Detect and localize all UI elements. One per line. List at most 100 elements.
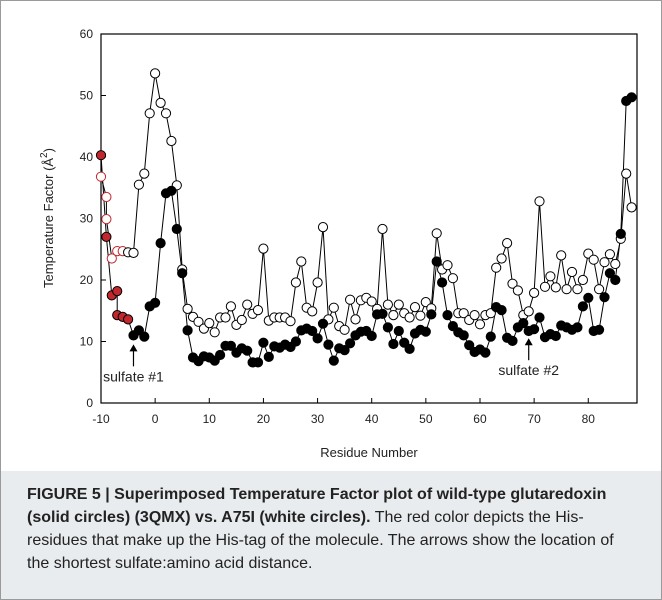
data-point-wild_type	[442, 310, 453, 321]
data-point-wild_type	[610, 274, 621, 286]
data-point-a75i-his-tag	[101, 191, 112, 203]
data-point-wild_type	[594, 324, 605, 335]
data-point-wild_type	[317, 318, 329, 329]
data-point-a75i	[382, 299, 393, 310]
data-point-a75i	[339, 324, 350, 335]
data-point-wild_type-his-tag	[112, 286, 123, 297]
data-point-a75i	[409, 302, 421, 313]
plot-frame	[100, 33, 638, 404]
x-tick-label: 40	[365, 412, 379, 426]
data-point-wild_type	[572, 322, 583, 333]
data-point-wild_type	[225, 340, 236, 351]
caption-box	[1, 471, 661, 599]
data-point-a75i	[209, 327, 220, 338]
data-point-wild_type	[464, 340, 475, 351]
data-point-a75i	[155, 97, 166, 109]
data-point-wild_type	[312, 333, 323, 344]
data-point-a75i	[529, 287, 540, 298]
data-point-wild_type	[420, 326, 431, 337]
data-point-wild_type	[182, 325, 193, 336]
caption-title: Superimposed Temperature Factor plot of …	[27, 486, 607, 526]
data-point-wild_type	[480, 347, 491, 358]
data-point-a75i	[204, 318, 215, 329]
data-point-wild_type	[431, 256, 442, 267]
figure-label: FIGURE 5 |	[27, 486, 110, 503]
y-tick-label: 40	[80, 150, 94, 164]
data-point-a75i	[594, 284, 605, 295]
data-point-a75i	[431, 228, 442, 239]
data-point-a75i	[366, 296, 377, 307]
data-point-a75i	[388, 310, 399, 321]
data-point-wild_type	[393, 325, 404, 337]
data-point-wild_type	[577, 301, 589, 312]
figure-caption: FIGURE 5 | Superimposed Temperature Fact…	[27, 483, 639, 575]
data-point-wild_type	[382, 322, 393, 333]
data-point-wild_type	[615, 228, 626, 239]
data-point-a75i	[258, 243, 269, 254]
data-point-wild_type	[139, 331, 150, 342]
data-point-wild_type	[377, 308, 388, 319]
data-point-a75i	[491, 262, 502, 273]
data-point-a75i	[166, 135, 177, 147]
data-point-a75i	[507, 278, 518, 289]
data-point-wild_type	[507, 335, 518, 346]
data-point-wild_type	[604, 268, 616, 279]
data-point-a75i	[447, 273, 458, 284]
annotation-label: sulfate #1	[103, 368, 164, 384]
data-point-a75i	[415, 310, 426, 321]
data-point-wild_type	[404, 343, 415, 354]
data-point-a75i	[252, 305, 264, 316]
x-tick-label: 30	[311, 412, 325, 426]
data-point-a75i	[242, 299, 253, 310]
data-point-a75i	[599, 257, 610, 268]
data-point-wild_type	[437, 277, 448, 288]
data-point-a75i	[182, 303, 193, 314]
data-point-a75i	[442, 260, 453, 271]
data-point-a75i	[534, 196, 545, 207]
data-point-a75i	[577, 274, 589, 286]
data-point-wild_type	[150, 297, 161, 308]
data-point-a75i	[556, 250, 567, 261]
y-tick-label: 50	[80, 89, 94, 103]
data-point-a75i	[545, 271, 556, 282]
annotation-arrow-head	[524, 338, 533, 346]
data-point-wild_type	[263, 351, 274, 362]
data-point-a75i	[160, 108, 172, 119]
x-tick-label: 0	[152, 412, 159, 426]
x-axis-label: Residue Number	[320, 445, 418, 460]
data-point-wild_type	[534, 312, 545, 323]
data-point-wild_type	[252, 357, 264, 368]
data-point-wild_type-his-tag	[101, 231, 112, 242]
data-point-a75i	[377, 223, 388, 235]
data-point-wild_type	[518, 318, 529, 329]
data-point-a75i	[550, 282, 561, 293]
data-point-a75i	[512, 285, 524, 296]
data-point-wild_type	[426, 309, 437, 320]
data-point-a75i-his-tag	[101, 214, 112, 225]
data-point-a75i	[458, 308, 469, 319]
data-point-wild_type	[307, 325, 318, 337]
y-axis-label: Temperature Factor (Å2)	[39, 148, 56, 288]
x-tick-label: 50	[419, 412, 433, 426]
data-point-a75i	[496, 253, 507, 264]
data-point-a75i	[328, 302, 339, 313]
x-tick-label: 20	[257, 412, 271, 426]
data-point-a75i	[393, 299, 404, 310]
y-tick-label: 10	[80, 335, 94, 349]
data-point-a75i	[290, 277, 301, 288]
data-point-a75i	[312, 277, 323, 288]
data-point-wild_type	[529, 324, 540, 335]
data-point-a75i	[296, 256, 307, 267]
data-point-a75i	[225, 301, 236, 312]
plot-area: -10 0 10 20 30 40 50 60 70 80 0 10 20 30 40 50 60 sulfa…	[1, 1, 661, 471]
y-tick-label: 60	[80, 27, 94, 41]
data-point-a75i	[317, 222, 329, 233]
data-point-a75i	[588, 254, 599, 265]
data-point-a75i	[572, 284, 583, 295]
x-tick-label: -10	[92, 412, 110, 426]
data-point-a75i	[193, 316, 204, 327]
data-point-wild_type	[328, 355, 339, 366]
data-point-a75i	[474, 319, 486, 330]
data-point-a75i	[604, 249, 616, 260]
